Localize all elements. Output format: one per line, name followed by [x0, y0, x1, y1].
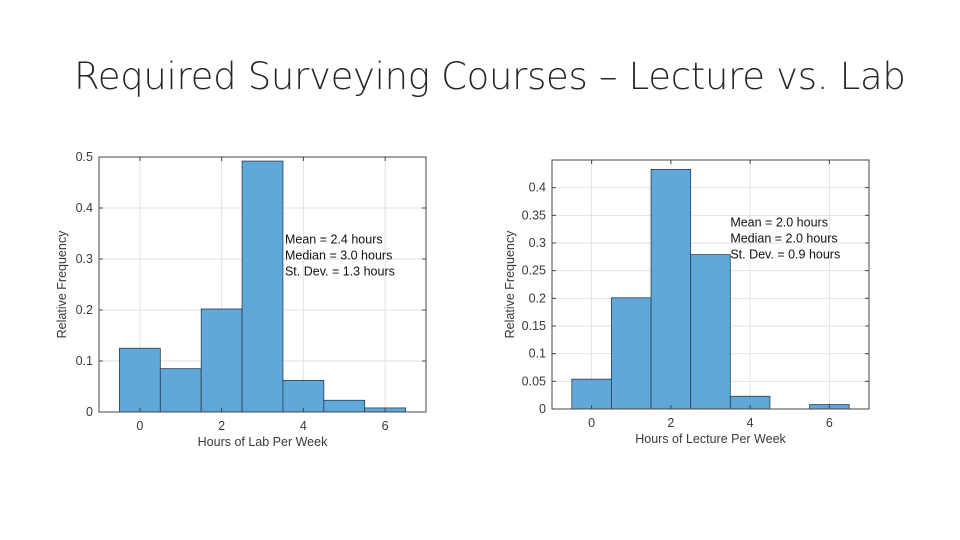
x-tick-label: 0 [136, 419, 143, 433]
histogram-bar-2 [650, 169, 692, 410]
stats-annotation: St. Dev. = 1.3 hours [285, 265, 395, 279]
stats-annotation: Mean = 2.4 hours [285, 233, 383, 247]
y-tick-label: 0.2 [529, 291, 546, 305]
y-tick-label: 0.35 [522, 208, 546, 222]
slide-title: Required Surveying Courses – Lecture vs.… [74, 55, 906, 98]
y-axis-label: Relative Frequency [503, 230, 517, 338]
y-tick-label: 0.4 [529, 181, 546, 195]
y-axis-label: Relative Frequency [55, 230, 69, 338]
y-tick-label: 0 [539, 402, 546, 416]
y-tick-label: 0.3 [76, 252, 93, 266]
y-tick-label: 0 [86, 405, 93, 419]
x-tick-label: 2 [218, 419, 225, 433]
y-tick-label: 0.05 [522, 374, 546, 388]
histogram-bar-4 [282, 379, 325, 413]
histogram-bar-5 [323, 399, 366, 413]
y-tick-label: 0.3 [529, 236, 546, 250]
x-tick-label: 6 [382, 419, 389, 433]
histogram-bar-0 [571, 378, 612, 410]
x-tick-label: 0 [588, 416, 595, 430]
x-tick-label: 6 [826, 416, 833, 430]
y-tick-label: 0.4 [76, 201, 93, 215]
lab-hours-histogram: 0 2 4 6 0 0.1 0.2 0.3 0.4 0.5 Hours of Lab Per Wee… [55, 150, 427, 449]
axes-frame [551, 159, 870, 410]
x-axis-label: Hours of Lab Per Week [198, 435, 328, 449]
lecture-hours-histogram: 0 2 4 6 0 0.05 0.1 0.15 0.2 0.25 0.3 0.35 0.4 Hours o… [503, 159, 870, 446]
stats-annotation: Mean = 2.0 hours [730, 215, 828, 229]
stats-annotation: Median = 3.0 hours [285, 249, 392, 263]
x-axis-label: Hours of Lecture Per Week [635, 432, 786, 446]
axes-frame [98, 156, 427, 413]
histogram-bar-3 [690, 254, 731, 410]
y-tick-label: 0.5 [76, 150, 93, 164]
histogram-bar-2 [200, 308, 243, 413]
histogram-bar-0 [119, 347, 161, 413]
histogram-bar-1 [159, 368, 202, 413]
y-tick-label: 0.1 [76, 354, 93, 368]
stats-annotation: St. Dev. = 0.9 hours [730, 247, 840, 261]
y-tick-label: 0.2 [76, 303, 93, 317]
y-tick-label: 0.15 [522, 319, 546, 333]
y-tick-label: 0.25 [522, 264, 546, 278]
histogram-bar-3 [241, 160, 284, 413]
x-tick-label: 4 [300, 419, 307, 433]
stats-annotation: Median = 2.0 hours [730, 231, 837, 245]
x-tick-label: 2 [667, 416, 674, 430]
y-tick-label: 0.1 [529, 347, 546, 361]
histogram-bar-1 [611, 297, 652, 410]
x-tick-label: 4 [747, 416, 754, 430]
